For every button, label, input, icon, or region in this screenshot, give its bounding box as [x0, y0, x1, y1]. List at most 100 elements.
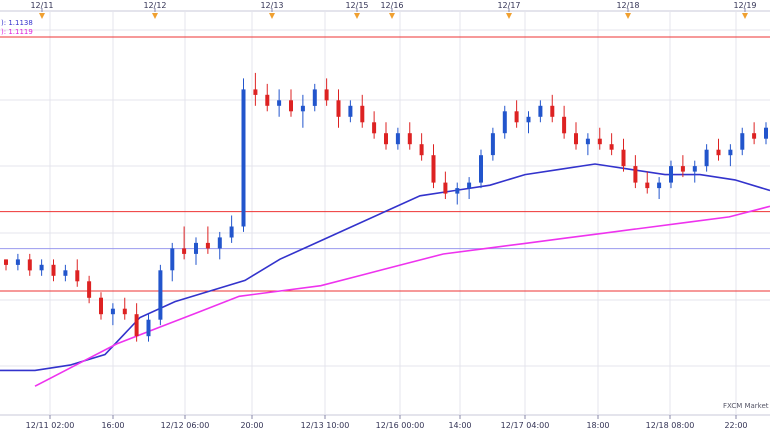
candle-body [467, 182, 472, 189]
bottom-time-label: 20:00 [240, 421, 263, 430]
bottom-time-label: 12/12 06:00 [161, 421, 210, 430]
candle-body [146, 319, 151, 337]
candle-body [657, 182, 662, 189]
watermark: FXCM Market [723, 402, 769, 410]
date-marker-icon [354, 13, 360, 19]
candle-body [51, 264, 56, 276]
bottom-time-axis: 12/11 02:00 16:00 12/12 06:00 20:00 12/13 10… [0, 414, 770, 430]
bottom-time-label: 12/17 04:00 [501, 421, 550, 430]
candle-body [170, 248, 175, 271]
candle-body [502, 111, 507, 134]
date-marker-icon [152, 13, 158, 19]
candle-body [431, 155, 436, 183]
bottom-time-label: 12/16 00:00 [376, 421, 425, 430]
top-date-label: 12/15 [345, 1, 368, 10]
candle-body [740, 133, 745, 150]
candle-body [348, 105, 353, 117]
candle-body [680, 166, 685, 172]
candle-body [122, 308, 127, 315]
date-marker-icon [625, 13, 631, 19]
candle-body [27, 259, 32, 271]
candle-body [633, 166, 638, 183]
bottom-time-label: 14:00 [448, 421, 471, 430]
date-marker-icon [39, 13, 45, 19]
candle-body [110, 308, 115, 315]
candle-body [538, 105, 543, 117]
top-date-label: 12/17 [497, 1, 520, 10]
top-date-label: 12/16 [380, 1, 403, 10]
legend-magenta-ma: ): 1.1119 [1, 28, 33, 36]
candle-body [134, 314, 139, 337]
top-date-label: 12/18 [616, 1, 639, 10]
candle-body [621, 149, 626, 167]
candle-body [324, 89, 329, 101]
top-date-label: 12/19 [733, 1, 756, 10]
top-date-label: 12/12 [143, 1, 166, 10]
bottom-time-label: 12/13 10:00 [301, 421, 350, 430]
bottom-time-label: 18:00 [586, 421, 609, 430]
candle-body [99, 297, 103, 315]
candle-body [194, 242, 198, 254]
candle-body [704, 149, 709, 167]
candle-body [550, 105, 555, 117]
candle-body [419, 144, 424, 156]
candle-body [241, 89, 246, 227]
top-date-label: 12/13 [260, 1, 283, 10]
date-marker-icon [742, 13, 748, 19]
candle-body [479, 155, 483, 183]
candle-body [526, 116, 531, 123]
candle-body [585, 138, 590, 145]
blue-moving-average [0, 163, 770, 372]
candle-body [15, 259, 20, 265]
magenta-moving-average [34, 205, 770, 387]
date-marker-icon [506, 13, 512, 19]
candle-body [669, 166, 673, 183]
candle-body [562, 116, 567, 134]
candle-body [514, 111, 519, 123]
candle-body [443, 182, 448, 194]
candle-body [75, 270, 80, 282]
candle-body [597, 138, 602, 145]
candle-body [764, 127, 768, 139]
bottom-time-label: 16:00 [101, 421, 124, 430]
candle-body [205, 242, 210, 249]
candle-body [87, 281, 92, 298]
moving-averages [0, 163, 770, 387]
candle-body [490, 133, 495, 156]
candle-body [645, 182, 650, 189]
legend-blue-ma: ): 1.1138 [1, 19, 33, 27]
bottom-time-label: 22:00 [724, 421, 747, 430]
grid [0, 12, 770, 414]
bottom-time-label: 12/18 08:00 [646, 421, 695, 430]
candle-body [395, 133, 400, 145]
candle-body [312, 89, 317, 106]
candle-body [39, 264, 44, 271]
date-marker-icon [389, 13, 395, 19]
candle-body [182, 248, 187, 254]
candle-body [574, 133, 578, 145]
candle-body [407, 133, 412, 145]
candle-body [455, 188, 460, 194]
candle-body [253, 89, 258, 95]
candle-body [752, 133, 757, 139]
date-marker-icon [269, 13, 275, 19]
candle-body [384, 133, 388, 145]
candle-body [372, 122, 377, 134]
candle-body [63, 270, 68, 276]
bottom-time-label: 12/11 02:00 [26, 421, 75, 430]
candle-body [609, 144, 614, 150]
candle-body [300, 105, 305, 112]
top-date-label: 12/11 [30, 1, 53, 10]
top-date-axis: 12/11 12/12 12/13 12/15 12/16 12/17 12/18 12/19 [0, 1, 770, 19]
candle-body [265, 94, 270, 106]
candle-body [336, 100, 341, 117]
candle-body [217, 237, 222, 249]
candle-body [728, 149, 733, 156]
candle-body [229, 226, 234, 238]
candle-body [158, 270, 163, 320]
candle-body [277, 100, 282, 106]
candle-body [289, 100, 293, 112]
candle-body [692, 166, 697, 172]
